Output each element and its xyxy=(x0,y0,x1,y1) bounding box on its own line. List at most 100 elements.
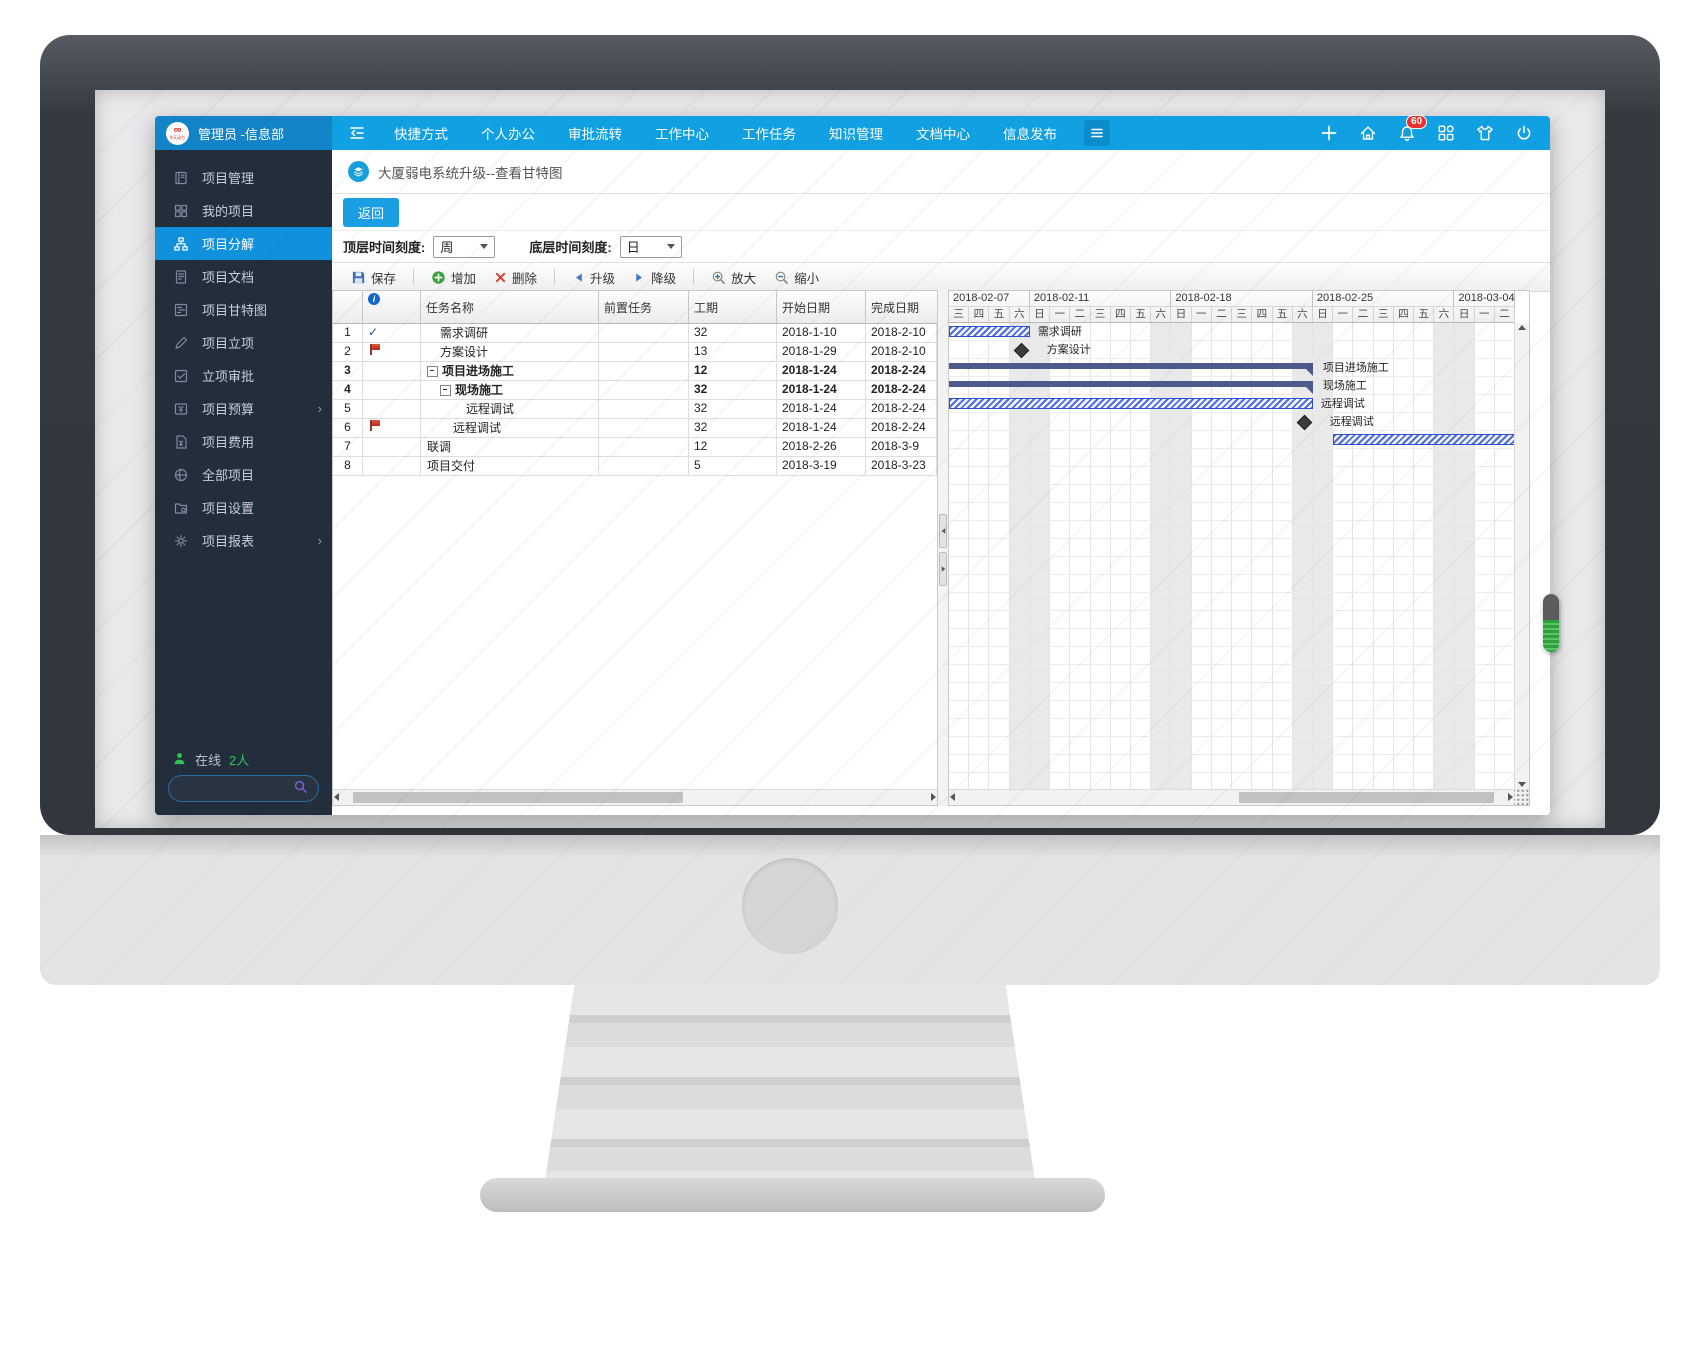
sidebar-item-grid[interactable]: 我的项目 xyxy=(155,194,332,227)
task-predecessor xyxy=(599,343,689,361)
table-row[interactable]: 4 现场施工 32 2018-1-24 2018-2-24 xyxy=(333,381,937,400)
menu-item[interactable]: 审批流转 xyxy=(568,127,622,142)
scroll-left-button[interactable] xyxy=(334,793,339,801)
power-icon[interactable] xyxy=(1514,123,1534,143)
sidebar-item-pencil[interactable]: 项目立项 xyxy=(155,326,332,359)
sidebar-item-checksq[interactable]: 立项审批 xyxy=(155,359,332,392)
monitor-chin xyxy=(40,835,1660,985)
sidebar-item-document[interactable]: 项目文档 xyxy=(155,260,332,293)
task-duration: 32 xyxy=(689,400,777,418)
bottom-scale-select[interactable]: 日 xyxy=(619,235,682,258)
plus-icon[interactable] xyxy=(1319,123,1339,143)
toolbar-zoomout-button[interactable]: 缩小 xyxy=(765,265,828,290)
row-marker: ✓ xyxy=(363,324,421,342)
toolbar-button-label: 缩小 xyxy=(794,271,820,286)
sidebar-item-globe[interactable]: 全部项目 xyxy=(155,458,332,491)
zoomout-icon xyxy=(774,270,789,285)
row-index: 1 xyxy=(333,324,363,342)
menu-item[interactable]: 个人办公 xyxy=(481,127,535,142)
toolbar-delete-button[interactable]: 删除 xyxy=(485,265,546,290)
sidebar-item-foldergear[interactable]: 项目设置 xyxy=(155,491,332,524)
menu-item[interactable]: 文档中心 xyxy=(916,127,970,142)
gantt-day-label: 六 xyxy=(1434,307,1455,322)
sidebar-item-label: 项目预算 xyxy=(202,402,255,417)
sidebar-item-gear[interactable]: 项目报表 › xyxy=(155,524,332,557)
bell-icon[interactable]: 60 xyxy=(1397,115,1428,143)
scroll-up-button[interactable] xyxy=(1518,325,1526,330)
scroll-down-button[interactable] xyxy=(1518,782,1526,787)
menu-item[interactable]: 知识管理 xyxy=(829,127,883,142)
gantt-day-label: 三 xyxy=(949,307,970,322)
table-row[interactable]: 8 项目交付 5 2018-3-19 2018-3-23 xyxy=(333,457,937,476)
sidebar-item-gantt[interactable]: 项目甘特图 xyxy=(155,293,332,326)
sidebar-item-notebook[interactable]: 项目管理 xyxy=(155,161,332,194)
sidebar-item-org[interactable]: 项目分解 xyxy=(155,227,332,260)
layers-icon xyxy=(348,161,369,182)
sidebar: 项目管理 我的项目 项目分解项目文档项目甘特图 项目立项 立项审批 项目预算 › 项目费用 全部… xyxy=(155,150,332,815)
theme-icon[interactable] xyxy=(1475,123,1495,143)
toolbar-button-label: 放大 xyxy=(731,271,757,286)
toolbar-button-label: 删除 xyxy=(512,271,538,286)
check-icon: ✓ xyxy=(368,325,379,339)
collapse-left-button[interactable] xyxy=(939,514,947,548)
topbar-menu: 快捷方式 个人办公 审批流转 工作中心 工作任务 知识管理 文档中心 信息发布 xyxy=(394,123,1057,143)
gantt-summary-bar[interactable] xyxy=(949,381,1313,394)
menu-item[interactable]: 快捷方式 xyxy=(394,127,448,142)
collapse-minus-icon[interactable] xyxy=(440,384,451,396)
search-icon[interactable] xyxy=(293,779,308,799)
gantt-hscrollbar[interactable] xyxy=(949,789,1514,805)
apps-icon[interactable] xyxy=(1436,123,1456,143)
task-duration: 12 xyxy=(689,438,777,456)
toolbar-zoomin-button[interactable]: 放大 xyxy=(702,265,765,290)
toolbar-button-label: 保存 xyxy=(371,271,397,286)
table-row[interactable]: 5 远程调试 32 2018-1-24 2018-2-24 xyxy=(333,400,937,419)
menu-item[interactable]: 信息发布 xyxy=(1003,127,1057,142)
toolbar-promote-button[interactable]: 升级 xyxy=(563,265,624,290)
toolbar-demote-button[interactable]: 降级 xyxy=(624,265,685,290)
gantt-task-bar[interactable] xyxy=(1333,434,1515,445)
sidebar-item-budget[interactable]: 项目预算 › xyxy=(155,392,332,425)
gantt-hscroll-thumb[interactable] xyxy=(1239,792,1494,803)
scroll-right-button[interactable] xyxy=(931,793,936,801)
page-elevator-widget[interactable] xyxy=(1543,594,1559,652)
gantt-bar-label: 现场施工 xyxy=(1322,380,1367,392)
gantt-day-label: 二 xyxy=(1070,307,1091,322)
table-row[interactable]: 6 远程调试 32 2018-1-24 2018-2-24 xyxy=(333,419,937,438)
search-input[interactable] xyxy=(179,780,293,797)
sidebar-nav: 项目管理 我的项目 项目分解项目文档项目甘特图 项目立项 立项审批 项目预算 › 项目费用 全部… xyxy=(155,150,332,557)
gantt-vscrollbar[interactable] xyxy=(1514,323,1529,789)
gantt-milestone-diamond[interactable] xyxy=(1296,414,1313,431)
gantt-summary-bar[interactable] xyxy=(949,363,1313,376)
scroll-right-button[interactable] xyxy=(1508,793,1513,801)
table-row[interactable]: 3 项目进场施工 12 2018-1-24 2018-2-24 xyxy=(333,362,937,381)
home-icon[interactable] xyxy=(1358,123,1378,143)
sidebar-item-label: 项目文档 xyxy=(202,270,255,285)
collapse-minus-icon[interactable] xyxy=(427,365,438,377)
top-scale-select[interactable]: 周 xyxy=(433,235,496,258)
sidebar-item-expense[interactable]: 项目费用 xyxy=(155,425,332,458)
table-row[interactable]: 2 方案设计 13 2018-1-29 2018-2-10 xyxy=(333,343,937,362)
scroll-left-button[interactable] xyxy=(950,793,955,801)
menu-more-button[interactable] xyxy=(1084,120,1110,146)
gantt-task-bar[interactable] xyxy=(949,326,1030,337)
gantt-milestone-diamond[interactable] xyxy=(1013,342,1030,359)
sidebar-toggle-icon[interactable] xyxy=(347,123,367,143)
back-button[interactable]: 返回 xyxy=(343,197,400,227)
pane-splitter[interactable] xyxy=(938,290,948,806)
table-hscrollbar[interactable] xyxy=(333,789,937,805)
toolbar-add-button[interactable]: 增加 xyxy=(422,265,485,290)
table-row[interactable]: 7 联调 12 2018-2-26 2018-3-9 xyxy=(333,438,937,457)
task-name: 现场施工 xyxy=(455,382,504,397)
sidebar-search[interactable] xyxy=(168,775,319,802)
menu-item[interactable]: 工作中心 xyxy=(655,127,709,142)
topbar-brand: ∞ 华天动力 管理员 -信息部 xyxy=(155,116,332,150)
gantt-task-bar[interactable] xyxy=(949,398,1313,409)
table-row[interactable]: 1 ✓ 需求调研 32 2018-1-10 2018-2-10 xyxy=(333,324,937,343)
table-hscroll-thumb[interactable] xyxy=(353,792,683,803)
toolbar-button-label: 降级 xyxy=(651,271,677,286)
menu-item[interactable]: 工作任务 xyxy=(742,127,796,142)
page-title: 大厦弱电系统升级--查看甘特图 xyxy=(378,165,563,181)
resize-grip[interactable] xyxy=(1514,789,1529,805)
toolbar-save-button[interactable]: 保存 xyxy=(342,265,405,290)
collapse-right-button[interactable] xyxy=(939,552,947,586)
